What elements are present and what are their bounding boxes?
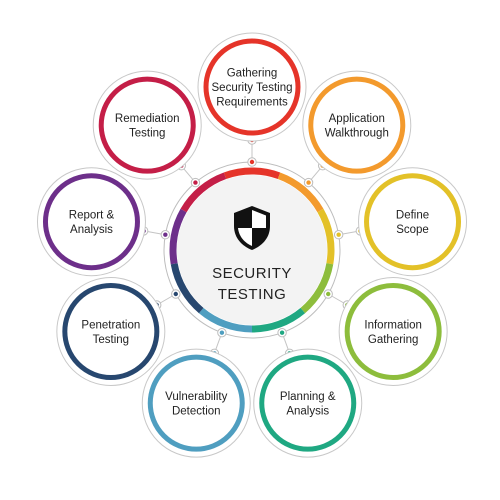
node-label-vulnerability-detection: Detection xyxy=(172,405,221,417)
connector-dot-application-walkthrough xyxy=(303,177,314,188)
node-label-gathering-requirements: Requirements xyxy=(216,97,288,109)
node-ring xyxy=(62,283,160,380)
node-ring xyxy=(364,173,462,271)
node-label-planning-analysis: Analysis xyxy=(286,405,329,417)
ring-segment-remediation-testing xyxy=(180,172,227,213)
node-label-vulnerability-detection: Vulnerability xyxy=(165,391,227,403)
node-ring xyxy=(259,354,357,452)
node-label-application-walkthrough: Application xyxy=(329,113,385,125)
node-label-report-analysis: Report & xyxy=(69,209,115,221)
node-planning-analysis: Planning & Analysis xyxy=(253,348,363,458)
ring-segment-define-scope xyxy=(317,208,335,265)
node-label-penetration-testing: Testing xyxy=(93,334,129,346)
ring-segment-penetration-testing xyxy=(170,263,204,314)
node-information-gathering: Information Gathering xyxy=(338,277,448,386)
node-ring xyxy=(308,76,406,174)
node-label-remediation-testing: Remediation xyxy=(115,113,180,125)
center-title-line1: SECURITY xyxy=(212,265,292,282)
connector-dot-penetration-testing xyxy=(171,289,181,299)
ring-segment-vulnerability-detection xyxy=(198,307,253,333)
ring-segment-gathering-requirements xyxy=(223,167,281,180)
center-ring xyxy=(169,167,335,333)
node-label-remediation-testing: Testing xyxy=(129,127,165,139)
connector-dot-define-scope xyxy=(333,230,344,240)
shield-icon xyxy=(234,206,270,250)
connector-dot-planning-analysis xyxy=(277,327,287,338)
node-vulnerability-detection: Vulnerability Detection xyxy=(141,348,251,458)
node-application-walkthrough: Application Walkthrough xyxy=(302,70,412,180)
node-gathering-requirements: Gathering Security Testing Requirements xyxy=(197,32,307,142)
node-ring xyxy=(344,283,442,380)
node-define-scope: Define Scope xyxy=(358,167,468,277)
connector-dot-gathering-requirements xyxy=(247,157,257,167)
connector-dot-vulnerability-detection xyxy=(217,327,227,338)
node-label-gathering-requirements: Security Testing xyxy=(212,82,293,94)
node-remediation-testing: Remediation Testing xyxy=(92,70,202,180)
ring-segment-planning-analysis xyxy=(251,307,306,333)
node-ring xyxy=(203,38,301,136)
process-nodes: Gathering Security Testing Requirements App… xyxy=(36,32,468,458)
node-label-penetration-testing: Penetration xyxy=(81,319,140,331)
center-title-line2: TESTING xyxy=(218,286,287,303)
ring-segment-application-walkthrough xyxy=(277,172,324,213)
node-ring xyxy=(147,354,245,452)
connector-dot-report-analysis xyxy=(160,230,171,240)
node-report-analysis: Report & Analysis xyxy=(36,167,146,277)
center-hub: SECURITY TESTING xyxy=(177,175,327,325)
node-label-define-scope: Define xyxy=(396,209,429,221)
node-label-information-gathering: Information xyxy=(364,319,422,331)
node-ring xyxy=(98,76,196,174)
ring-segment-report-analysis xyxy=(169,208,187,265)
connector-dot-information-gathering xyxy=(323,289,333,299)
node-label-gathering-requirements: Gathering xyxy=(227,68,278,80)
connector-dot-remediation-testing xyxy=(190,177,201,188)
node-ring xyxy=(42,173,140,271)
node-penetration-testing: Penetration Testing xyxy=(56,277,166,386)
node-label-report-analysis: Analysis xyxy=(70,224,113,236)
node-label-application-walkthrough: Walkthrough xyxy=(325,127,389,139)
ring-segment-information-gathering xyxy=(300,263,334,314)
node-label-planning-analysis: Planning & xyxy=(280,391,336,403)
node-label-information-gathering: Gathering xyxy=(368,334,419,346)
node-label-define-scope: Scope xyxy=(396,224,429,236)
